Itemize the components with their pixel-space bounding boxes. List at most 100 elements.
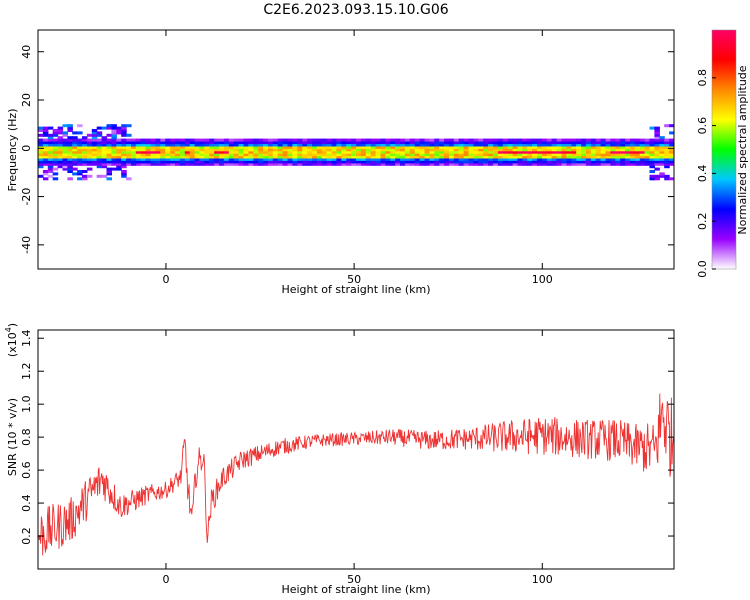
spectrogram-cell	[263, 155, 269, 159]
spectrogram-cell	[449, 141, 455, 145]
spectrogram-cell	[214, 153, 220, 157]
spectrogram-cell	[390, 143, 396, 147]
spectrogram-cell	[179, 143, 186, 147]
spectrogram-cell	[336, 148, 342, 152]
spectrogram-cell	[576, 153, 582, 157]
spectrogram-cell	[135, 141, 142, 145]
spectrogram-cell	[444, 150, 450, 154]
spectrogram-cell	[233, 157, 240, 161]
spectrogram-cell	[86, 133, 93, 137]
spectrogram-cell	[556, 143, 563, 147]
spectrogram-cell	[414, 162, 421, 166]
spectrogram-cell	[532, 157, 538, 161]
spectrogram-cell	[483, 155, 489, 159]
spectrogram-cell	[282, 138, 289, 142]
spectrogram-cell	[331, 148, 337, 152]
colorbar-tick-label: 0.2	[696, 212, 709, 230]
spectrogram-cell	[67, 141, 73, 145]
spectrogram-cell	[101, 157, 108, 161]
spectrogram-cell	[610, 143, 616, 147]
spectrogram-cell	[664, 124, 670, 128]
spectrogram-cell	[409, 150, 416, 154]
spectrogram-cell	[135, 160, 142, 164]
spectrogram-cell	[72, 167, 78, 171]
spectrogram-cell	[272, 138, 279, 142]
spectrogram-cell	[160, 162, 166, 166]
spectrogram-cell	[419, 145, 426, 149]
spectrogram-cell	[214, 155, 220, 159]
spectrogram-cell	[360, 155, 367, 159]
spectrogram-cell	[595, 150, 602, 154]
spectrogram-cell	[160, 150, 166, 154]
spectrogram-cell	[219, 145, 225, 149]
spectrogram-cell	[121, 148, 127, 152]
spectrogram-cell	[287, 138, 293, 142]
spectrogram-cell	[307, 160, 313, 164]
spectrogram-cell	[351, 138, 357, 142]
spectrogram-cell	[77, 143, 83, 147]
spectrogram-cell	[312, 148, 318, 152]
spectrogram-cell	[458, 160, 465, 164]
spectrogram-cell	[458, 153, 465, 157]
spectrogram-cell	[537, 150, 543, 154]
spectrogram-cell	[351, 150, 357, 154]
spectrogram-cell	[72, 138, 78, 142]
spectrogram-cell	[644, 141, 651, 145]
spectrogram-cell	[669, 155, 674, 159]
spectrogram-cell	[233, 143, 240, 147]
x-tick-label: 50	[347, 573, 361, 586]
spectrogram-cell	[356, 157, 362, 161]
spectrogram-cell	[67, 162, 73, 166]
spectrogram-cell	[444, 162, 450, 166]
spectrogram-cell	[150, 148, 156, 152]
spectrogram-cell	[82, 153, 88, 157]
spectrogram-cell	[263, 138, 269, 142]
spectrogram-cell	[468, 155, 474, 159]
spectrogram-cell	[551, 153, 558, 157]
spectrogram-cell	[380, 157, 386, 161]
spectrogram-cell	[605, 138, 611, 142]
spectrogram-cell	[473, 155, 479, 159]
spectrogram-cell	[228, 148, 235, 152]
spectrogram-cell	[458, 150, 465, 154]
spectrogram-cell	[179, 145, 186, 149]
spectrogram-cell	[395, 145, 401, 149]
spectrogram-cell	[380, 150, 386, 154]
spectrogram-cell	[307, 148, 313, 152]
spectrogram-cell	[263, 141, 269, 145]
spectrogram-cell	[463, 162, 470, 166]
spectrogram-cell	[478, 138, 484, 142]
spectrogram-cell	[121, 141, 127, 145]
spectrogram-cell	[199, 155, 205, 159]
spectrogram-cell	[634, 153, 641, 157]
spectrogram-cell	[82, 141, 88, 145]
spectrogram-cell	[72, 143, 78, 147]
spectrogram-cell	[654, 143, 660, 147]
spectrogram-cell	[38, 129, 44, 132]
spectrogram-cell	[424, 153, 430, 157]
spectrogram-cell	[184, 160, 191, 164]
spectrogram-cell	[351, 160, 357, 164]
y-tick-label: 40	[20, 45, 33, 59]
spectrogram-cell	[409, 141, 416, 145]
spectrogram-cell	[341, 155, 347, 159]
spectrogram-cell	[111, 138, 117, 142]
spectrogram-cell	[478, 153, 484, 157]
spectrogram-y-label: Frequency (Hz)	[6, 109, 19, 192]
spectrogram-cell	[659, 153, 665, 157]
y-tick-label: 0	[20, 145, 33, 152]
spectrogram-cell	[669, 141, 674, 145]
spectrogram-cell	[277, 141, 284, 145]
spectrogram-cell	[380, 162, 386, 166]
spectrogram-cell	[135, 148, 142, 152]
spectrogram-cell	[483, 150, 489, 154]
spectrogram-cell	[96, 162, 103, 166]
spectrogram-cell	[463, 138, 470, 142]
spectrogram-cell	[145, 162, 152, 166]
spectrogram-cell	[488, 138, 494, 142]
spectrogram-cell	[116, 165, 122, 169]
spectrogram-cell	[654, 167, 660, 171]
spectrogram-cell	[395, 150, 401, 154]
spectrogram-cell	[292, 162, 298, 166]
spectrogram-cell	[77, 155, 83, 159]
